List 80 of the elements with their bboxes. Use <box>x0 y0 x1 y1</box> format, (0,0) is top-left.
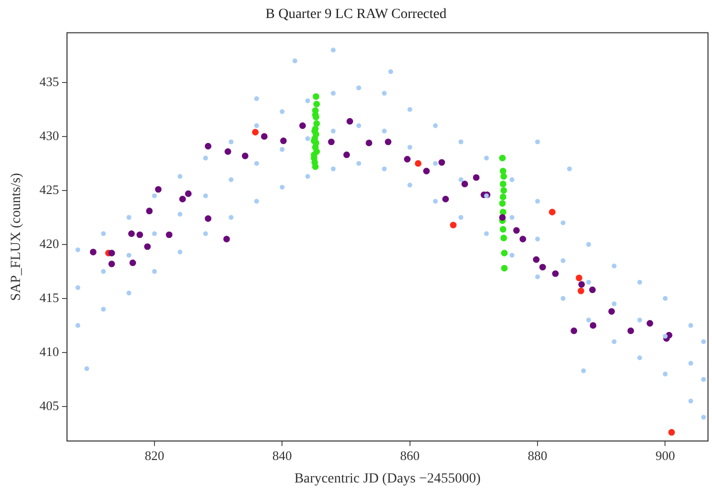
point <box>501 250 508 256</box>
point <box>108 260 115 268</box>
point <box>252 128 259 136</box>
y-tick-label: 415 <box>40 290 59 305</box>
point <box>589 286 596 294</box>
x-tick-label: 900 <box>655 448 675 464</box>
point <box>500 226 506 233</box>
y-axis-title: SAP_FLUX (counts/s) <box>9 172 24 301</box>
point <box>578 288 584 294</box>
point <box>500 187 507 194</box>
point <box>461 180 468 188</box>
point <box>500 234 507 242</box>
y-tick-label: 430 <box>40 128 59 143</box>
point <box>90 248 96 256</box>
point <box>136 231 144 238</box>
point <box>442 196 449 202</box>
point <box>608 308 615 315</box>
point <box>260 133 268 140</box>
point <box>280 137 287 144</box>
point <box>312 93 320 100</box>
point <box>384 138 392 146</box>
y-tick-label: 405 <box>40 398 59 413</box>
point <box>366 140 372 146</box>
point <box>500 180 506 188</box>
point <box>513 227 520 234</box>
point <box>299 122 306 129</box>
x-tick-label: 880 <box>528 448 548 464</box>
y-tick-label: 420 <box>40 236 59 251</box>
point <box>499 214 506 221</box>
point <box>166 231 172 238</box>
point <box>552 270 559 277</box>
x-tick-label: 820 <box>144 448 164 464</box>
y-tick-label: 435 <box>40 74 59 89</box>
point <box>155 186 162 193</box>
point <box>414 160 422 167</box>
point <box>128 230 135 237</box>
point <box>500 173 507 180</box>
point <box>404 156 411 162</box>
point <box>627 328 634 334</box>
chart-title: B Quarter 9 LC RAW Corrected <box>266 7 446 22</box>
point <box>108 250 115 256</box>
point <box>146 208 153 214</box>
point <box>570 328 578 334</box>
point <box>328 138 335 146</box>
point <box>346 118 354 125</box>
x-tick-label: 840 <box>272 448 292 464</box>
point <box>144 243 151 250</box>
x-tick-label: 860 <box>400 448 420 464</box>
point <box>668 429 675 436</box>
point <box>223 236 230 242</box>
point <box>242 152 248 160</box>
point <box>532 256 540 263</box>
point <box>423 168 430 174</box>
point <box>500 194 506 200</box>
y-tick-label: 410 <box>40 344 59 359</box>
point <box>472 174 480 181</box>
point <box>578 281 585 288</box>
y-tick-label: 425 <box>40 182 59 197</box>
point <box>548 208 556 216</box>
point <box>499 200 506 207</box>
point <box>576 274 582 282</box>
point <box>312 163 319 170</box>
point <box>204 142 212 150</box>
point <box>450 222 457 228</box>
point <box>224 148 232 155</box>
point <box>590 322 596 329</box>
x-axis-title: Barycentric JD (Days −2455000) <box>294 471 482 486</box>
point <box>313 120 320 127</box>
point <box>438 159 446 166</box>
point <box>501 264 508 272</box>
point <box>499 154 506 162</box>
point <box>539 264 546 270</box>
point <box>646 320 654 327</box>
point <box>129 260 136 266</box>
point <box>204 215 212 222</box>
point <box>185 190 192 198</box>
point <box>313 100 320 108</box>
point <box>343 152 350 158</box>
point <box>520 236 526 242</box>
point <box>179 196 186 202</box>
